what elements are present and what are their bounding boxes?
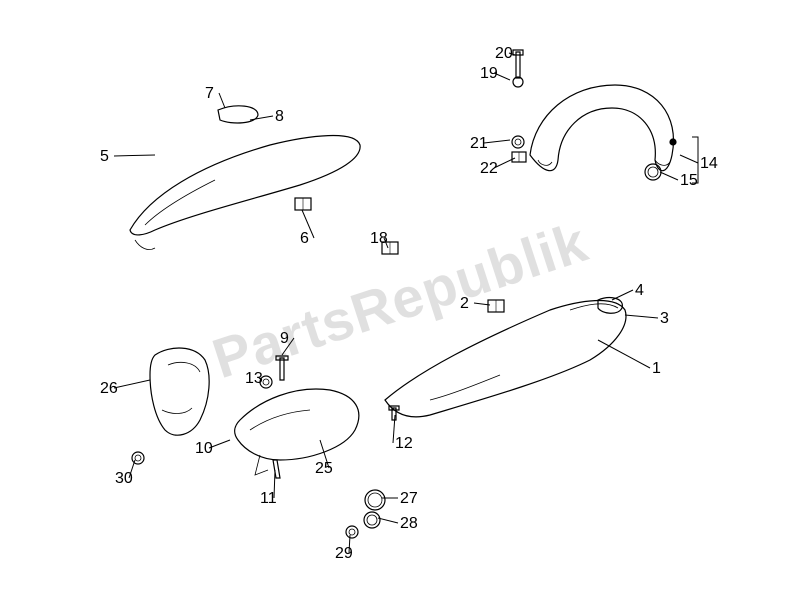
part-detail-inner-panel <box>162 408 192 414</box>
callout-11: 11 <box>260 490 277 508</box>
part-reflector-right <box>598 298 622 314</box>
callout-2: 2 <box>460 295 469 313</box>
callout-8: 8 <box>275 108 284 126</box>
callout-5: 5 <box>100 148 109 166</box>
callout-3: 3 <box>660 310 669 328</box>
callout-30: 30 <box>115 470 133 488</box>
callout-29: 29 <box>335 545 353 563</box>
leader-15 <box>660 172 678 180</box>
callout-13: 13 <box>245 370 263 388</box>
part-detail-right-side-cover <box>570 304 618 310</box>
callout-14: 14 <box>700 155 718 173</box>
part-lower-cover <box>235 389 359 460</box>
callout-9: 9 <box>280 330 289 348</box>
leader-5 <box>114 155 155 156</box>
leader-28 <box>378 518 398 523</box>
part-detail-right-side-cover <box>430 375 500 400</box>
part-reflector-left <box>218 106 258 123</box>
callout-25: 25 <box>315 460 333 478</box>
part-right-side-cover <box>385 301 626 417</box>
part-screw-9 <box>276 356 288 380</box>
part-detail-inner-panel <box>168 362 200 372</box>
part-screw-11 <box>273 460 280 478</box>
callout-26: 26 <box>100 380 118 398</box>
callout-4: 4 <box>635 282 644 300</box>
callout-20: 20 <box>495 45 513 63</box>
callout-21: 21 <box>470 135 488 153</box>
part-detail-left-side-cover <box>135 240 155 250</box>
leader-7 <box>219 93 225 108</box>
part-detail-left-side-cover <box>145 180 215 225</box>
part-washer-28 <box>364 512 380 528</box>
callout-7: 7 <box>205 85 214 103</box>
part-bolt-20 <box>513 50 523 78</box>
part-dot-14 <box>670 139 676 145</box>
callout-12: 12 <box>395 435 413 453</box>
part-grab-rail <box>530 85 673 171</box>
callout-27: 27 <box>400 490 418 508</box>
callout-6: 6 <box>300 230 309 248</box>
leader-14 <box>680 155 698 163</box>
leader-26 <box>114 380 150 388</box>
callout-22: 22 <box>480 160 498 178</box>
part-left-side-cover <box>130 136 360 235</box>
part-inner-panel <box>150 348 209 435</box>
part-cap-15 <box>645 164 661 180</box>
leader-4 <box>612 290 633 300</box>
callout-18: 18 <box>370 230 388 248</box>
leader-8 <box>250 116 273 120</box>
parts-diagram: 1234567891011121314151819202122252627282… <box>0 0 800 600</box>
leader-3 <box>625 315 658 318</box>
part-screw-12 <box>389 406 399 420</box>
callout-10: 10 <box>195 440 213 458</box>
part-washer-21 <box>512 136 524 148</box>
callout-15: 15 <box>680 172 698 190</box>
leader-1 <box>598 340 650 368</box>
callout-1: 1 <box>652 360 661 378</box>
part-detail-lower-cover <box>250 410 310 430</box>
parts-svg <box>0 0 800 600</box>
callout-19: 19 <box>480 65 498 83</box>
callout-28: 28 <box>400 515 418 533</box>
part-nut-29 <box>346 526 358 538</box>
part-detail-grab-rail <box>538 160 552 165</box>
